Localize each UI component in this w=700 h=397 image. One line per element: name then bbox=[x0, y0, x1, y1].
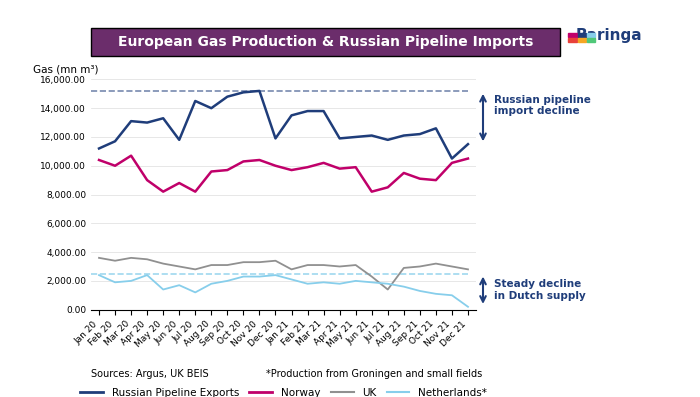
Text: Russian pipeline
import decline: Russian pipeline import decline bbox=[494, 95, 590, 116]
Legend: Russian Pipeline Exports, Norway, UK, Netherlands*: Russian Pipeline Exports, Norway, UK, Ne… bbox=[76, 384, 491, 397]
Text: Baringa: Baringa bbox=[575, 28, 643, 43]
Text: *Production from Groningen and small fields: *Production from Groningen and small fie… bbox=[266, 369, 482, 379]
Text: Sources: Argus, UK BEIS: Sources: Argus, UK BEIS bbox=[91, 369, 209, 379]
Text: Gas (mn m³): Gas (mn m³) bbox=[33, 65, 99, 75]
Text: Steady decline
in Dutch supply: Steady decline in Dutch supply bbox=[494, 279, 585, 301]
Text: European Gas Production & Russian Pipeline Imports: European Gas Production & Russian Pipeli… bbox=[118, 35, 533, 49]
